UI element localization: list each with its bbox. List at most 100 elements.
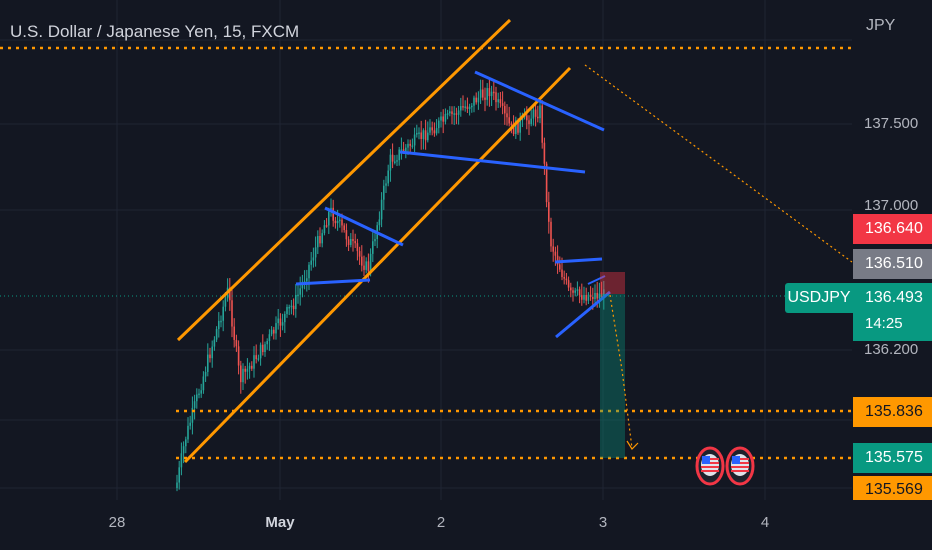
- candle-body: [418, 132, 420, 134]
- candle-body: [218, 320, 220, 330]
- us-flag-icon[interactable]: [695, 446, 725, 486]
- candle-body: [589, 294, 592, 297]
- channel-lower-line: [183, 66, 572, 464]
- y-tick: 137.000: [864, 197, 919, 214]
- candle-body: [224, 298, 227, 307]
- pattern-line: [399, 150, 586, 174]
- candle-body: [363, 265, 365, 270]
- candle-body: [598, 293, 601, 299]
- candle-body: [310, 260, 312, 265]
- candle-body: [277, 318, 279, 324]
- candle-body: [378, 219, 381, 226]
- candle-body: [394, 161, 396, 163]
- candle-body: [471, 105, 473, 108]
- candle-body: [248, 365, 251, 369]
- candle-body: [552, 246, 554, 252]
- candle-body: [262, 344, 264, 353]
- candle-body: [211, 346, 213, 359]
- chart-title: U.S. Dollar / Japanese Yen, 15, FXCM: [10, 22, 300, 41]
- candle-body: [266, 340, 268, 345]
- candle-body: [389, 154, 392, 171]
- candle-body: [319, 236, 321, 244]
- candle-body: [508, 117, 510, 124]
- drawings: [0, 18, 853, 464]
- candle-body: [367, 261, 370, 272]
- candle-body: [515, 120, 517, 135]
- candle-body: [574, 290, 576, 293]
- candle-body: [380, 199, 383, 220]
- symbol-badge[interactable]: USDJPY: [785, 283, 853, 313]
- x-tick: May: [265, 514, 295, 531]
- last-price: 136.493: [865, 289, 923, 306]
- currency-label: JPY: [866, 17, 896, 34]
- candle-body: [451, 111, 453, 115]
- candle-body: [325, 225, 328, 227]
- candle-body: [264, 344, 266, 353]
- candle-body: [455, 113, 458, 115]
- candle-body: [270, 329, 273, 335]
- candle-body: [570, 287, 572, 291]
- candle-body: [594, 292, 596, 300]
- candle-body: [468, 106, 471, 109]
- candle-body: [202, 376, 205, 391]
- candle-body: [545, 163, 548, 203]
- candle-body: [559, 264, 561, 270]
- candle-body: [299, 288, 301, 295]
- price-label-target: 135.575: [853, 443, 932, 473]
- candle-body: [453, 113, 455, 115]
- candle-body: [358, 251, 361, 257]
- candle-body: [372, 241, 374, 254]
- x-tick: 4: [760, 514, 770, 531]
- candles: [176, 79, 605, 492]
- candle-body: [268, 334, 271, 341]
- candle-body: [350, 238, 352, 245]
- candle-body: [532, 109, 535, 119]
- candle-body: [187, 425, 189, 440]
- candle-body: [189, 422, 191, 426]
- y-tick: 137.500: [864, 115, 919, 132]
- candle-body: [182, 446, 185, 454]
- candle-body: [385, 183, 387, 186]
- candle-body: [200, 390, 202, 394]
- candle-body: [213, 339, 216, 347]
- candle-body: [312, 257, 315, 261]
- candle-body: [398, 149, 400, 161]
- candle-body: [482, 89, 484, 98]
- pattern-line: [324, 206, 404, 247]
- candle-body: [178, 467, 180, 483]
- candle-body: [396, 160, 398, 162]
- candle-body: [345, 230, 348, 240]
- candle-body: [424, 130, 427, 141]
- candle-body: [541, 105, 543, 143]
- bar-countdown: 14:25: [865, 315, 903, 332]
- candle-body: [402, 149, 405, 152]
- candle-body: [431, 127, 433, 131]
- arrow-head: [626, 440, 639, 450]
- candle-body: [537, 116, 539, 119]
- pattern-line: [554, 257, 603, 264]
- candle-body: [484, 97, 486, 100]
- candle-body: [308, 264, 310, 279]
- candle-body: [314, 247, 317, 258]
- candle-body: [446, 113, 449, 115]
- us-flag-icon[interactable]: [725, 446, 755, 486]
- candle-body: [251, 365, 253, 369]
- candle-body: [215, 329, 218, 340]
- x-tick: 2: [436, 514, 446, 531]
- candle-body: [352, 238, 354, 242]
- candle-body: [490, 91, 493, 97]
- candle-body: [497, 99, 499, 103]
- target-zone: [600, 294, 625, 458]
- pattern-line: [555, 290, 611, 339]
- candle-body: [462, 106, 464, 108]
- price-label-stop: 136.640: [853, 214, 932, 244]
- last-price-box: 136.493 14:25: [853, 283, 932, 341]
- candle-body: [407, 143, 409, 148]
- candle-body: [235, 339, 238, 347]
- candle-body: [539, 105, 541, 119]
- candle-body: [328, 211, 330, 226]
- candle-body: [466, 106, 469, 109]
- x-tick: 3: [598, 514, 608, 531]
